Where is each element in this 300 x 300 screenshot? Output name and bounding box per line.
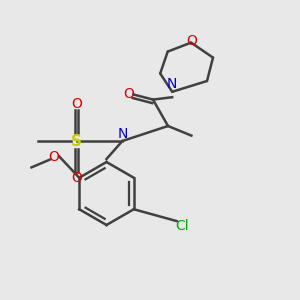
Text: N: N <box>117 128 128 141</box>
Text: N: N <box>167 77 177 91</box>
Text: O: O <box>71 97 82 110</box>
Text: O: O <box>48 150 59 164</box>
Text: Cl: Cl <box>175 219 189 232</box>
Text: O: O <box>71 172 82 185</box>
Text: S: S <box>71 134 82 148</box>
Text: O: O <box>124 88 134 101</box>
Text: O: O <box>187 34 197 48</box>
